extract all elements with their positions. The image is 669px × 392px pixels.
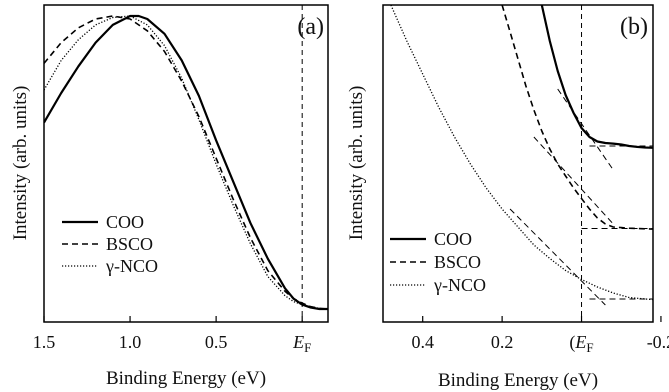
series-line-a-1 (44, 15, 328, 310)
xtick-label-b-0: 0.4 (411, 332, 434, 352)
series-line-b-0 (540, 5, 653, 149)
panel-b-frame (382, 4, 654, 323)
series-line-b-1 (501, 5, 653, 230)
xtick-label-a-1: 1.0 (119, 332, 142, 352)
tangent-line-0 (557, 88, 614, 171)
series-line-b-2 (390, 5, 653, 301)
series-line-a-2 (44, 15, 328, 310)
legend-label-b-2: γ-NCO (433, 275, 486, 295)
tangents-b (509, 88, 653, 306)
legend-label-a-2: γ-NCO (105, 256, 158, 276)
panel-b: 0.4 0.2 (EF -0.2 (b) Binding Energy (eV) In… (346, 4, 669, 391)
xtick-label-a-2: 0.5 (205, 332, 228, 352)
panel-a-frame (43, 4, 329, 323)
legend-label-a-0: COO (106, 212, 144, 232)
xtick-label-a-3: EF (292, 332, 311, 355)
panel-a: 1.5 1.0 0.5 EF (a) Binding Energy (eV) Inte… (10, 4, 329, 389)
ticks-b: 0.4 0.2 (EF -0.2 (411, 316, 669, 355)
xtick-label-b-1: 0.2 (491, 332, 514, 352)
series-line-a-0 (44, 14, 328, 311)
ylabel-a: Intensity (arb. units) (10, 86, 31, 241)
panel-label-b: (b) (620, 14, 648, 40)
ylabel-b: Intensity (arb. units) (346, 86, 367, 241)
legend-label-a-1: BSCO (106, 234, 153, 254)
series-a (44, 14, 328, 311)
xtick-label-b-2: (EF (569, 332, 593, 355)
tangent-line-4 (509, 208, 606, 306)
panel-label-a: (a) (297, 14, 324, 40)
legend-b: COO BSCO γ-NCO (390, 229, 486, 295)
xtick-label-a-0: 1.5 (33, 332, 56, 352)
xtick-label-b-3: -0.2 (647, 332, 669, 352)
tangent-line-2 (533, 136, 614, 225)
xlabel-b: Binding Energy (eV) (438, 370, 598, 391)
xlabel-a: Binding Energy (eV) (106, 368, 266, 389)
series-b (390, 5, 653, 301)
ticks-a: 1.5 1.0 0.5 EF (33, 316, 311, 355)
legend-label-b-0: COO (434, 229, 472, 249)
legend-label-b-1: BSCO (434, 252, 481, 272)
